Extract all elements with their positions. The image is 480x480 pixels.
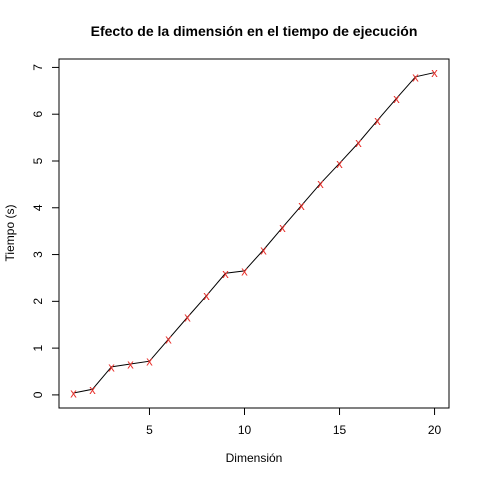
x-axis-label: Dimensión xyxy=(226,451,283,465)
x-tick-label: 10 xyxy=(238,423,252,437)
data-point-marker: x xyxy=(412,69,419,84)
y-tick-label: 4 xyxy=(31,204,45,211)
data-point-marker: x xyxy=(355,135,362,150)
y-tick-label: 1 xyxy=(31,344,45,351)
data-point-marker: x xyxy=(184,310,191,325)
y-tick-label: 0 xyxy=(31,391,45,398)
data-point-marker: x xyxy=(393,91,400,106)
y-tick-label: 3 xyxy=(31,251,45,258)
y-tick-label: 7 xyxy=(31,64,45,71)
data-point-marker: x xyxy=(241,263,248,278)
series-line xyxy=(73,72,435,394)
data-point-marker: x xyxy=(203,288,210,303)
chart-title: Efecto de la dimensión en el tiempo de e… xyxy=(91,23,418,39)
data-point-marker: x xyxy=(260,242,267,257)
y-tick-label: 2 xyxy=(31,298,45,305)
x-tick-label: 5 xyxy=(146,423,153,437)
data-point-marker: x xyxy=(165,332,172,347)
y-axis: 0 1 2 3 4 5 6 7 xyxy=(31,64,59,398)
x-axis: 5 10 15 20 xyxy=(146,408,442,437)
data-point-marker: x xyxy=(146,354,153,369)
data-point-marker: x xyxy=(336,156,343,171)
data-point-marker: x xyxy=(222,266,229,281)
data-point-marker: x xyxy=(298,198,305,213)
data-point-marker: x xyxy=(374,113,381,128)
data-point-marker: x xyxy=(70,386,77,401)
data-point-marker: x xyxy=(127,357,134,372)
y-tick-label: 5 xyxy=(31,157,45,164)
y-axis-label: Tiempo (s) xyxy=(3,205,17,262)
plot-frame xyxy=(58,58,450,409)
data-point-marker: x xyxy=(317,176,324,191)
data-point-marker: x xyxy=(108,359,115,374)
data-point-marker: x xyxy=(89,382,96,397)
y-tick-label: 6 xyxy=(31,111,45,118)
data-point-marker: x xyxy=(431,65,438,80)
x-tick-label: 20 xyxy=(428,423,442,437)
data-point-marker: x xyxy=(279,220,286,235)
x-tick-label: 15 xyxy=(333,423,347,437)
